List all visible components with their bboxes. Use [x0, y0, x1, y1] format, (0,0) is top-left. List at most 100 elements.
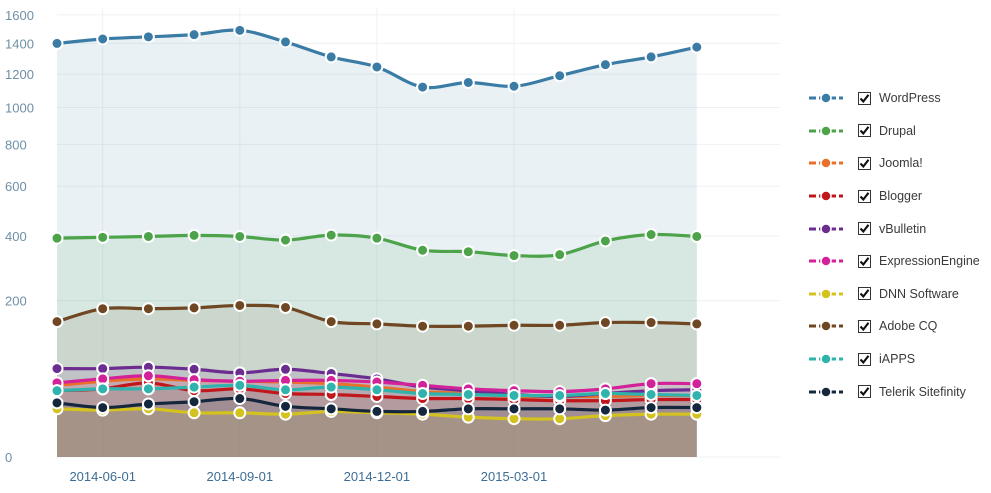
- data-point-drupal[interactable]: [279, 233, 292, 247]
- data-point-telerik-sitefinity[interactable]: [461, 402, 475, 416]
- data-point-vbulletin[interactable]: [50, 362, 64, 376]
- data-point-iapps[interactable]: [690, 388, 704, 402]
- data-point-wordpress[interactable]: [553, 69, 567, 83]
- legend-checkbox[interactable]: [858, 254, 871, 268]
- data-point-vbulletin[interactable]: [187, 362, 201, 376]
- data-point-wordpress[interactable]: [370, 60, 384, 74]
- data-point-drupal[interactable]: [187, 228, 201, 242]
- data-point-telerik-sitefinity[interactable]: [416, 404, 430, 418]
- legend-item-vbulletin[interactable]: vBulletin: [808, 212, 988, 245]
- data-point-drupal[interactable]: [690, 229, 704, 243]
- legend-checkbox[interactable]: [858, 124, 871, 138]
- data-point-drupal[interactable]: [416, 243, 430, 257]
- data-point-dnn-software[interactable]: [187, 406, 201, 420]
- data-point-iapps[interactable]: [233, 378, 247, 392]
- data-point-adobe-cq[interactable]: [416, 319, 430, 333]
- data-point-telerik-sitefinity[interactable]: [279, 399, 292, 413]
- data-point-iapps[interactable]: [370, 383, 384, 397]
- data-point-adobe-cq[interactable]: [141, 302, 155, 316]
- data-point-adobe-cq[interactable]: [233, 298, 247, 312]
- legend-item-expressionengine[interactable]: ExpressionEngine: [808, 245, 988, 278]
- legend-item-wordpress[interactable]: WordPress: [808, 82, 988, 115]
- data-point-telerik-sitefinity[interactable]: [553, 402, 567, 416]
- data-point-wordpress[interactable]: [598, 58, 612, 72]
- data-point-iapps[interactable]: [461, 387, 475, 401]
- data-point-wordpress[interactable]: [96, 32, 110, 46]
- data-point-iapps[interactable]: [96, 382, 110, 396]
- data-point-adobe-cq[interactable]: [370, 317, 384, 331]
- data-point-iapps[interactable]: [644, 387, 658, 401]
- data-point-wordpress[interactable]: [690, 40, 704, 54]
- data-point-drupal[interactable]: [553, 248, 567, 262]
- data-point-adobe-cq[interactable]: [96, 302, 110, 316]
- legend-checkbox[interactable]: [858, 156, 871, 170]
- data-point-telerik-sitefinity[interactable]: [598, 403, 612, 417]
- data-point-telerik-sitefinity[interactable]: [233, 392, 247, 406]
- data-point-wordpress[interactable]: [416, 80, 430, 94]
- data-point-wordpress[interactable]: [187, 28, 201, 42]
- data-point-vbulletin[interactable]: [279, 362, 292, 376]
- data-point-drupal[interactable]: [370, 231, 384, 245]
- data-point-telerik-sitefinity[interactable]: [507, 402, 521, 416]
- data-point-iapps[interactable]: [553, 388, 567, 402]
- data-point-adobe-cq[interactable]: [324, 315, 338, 329]
- data-point-iapps[interactable]: [507, 388, 521, 402]
- data-point-iapps[interactable]: [187, 380, 201, 394]
- data-point-wordpress[interactable]: [141, 30, 155, 44]
- data-point-telerik-sitefinity[interactable]: [370, 404, 384, 418]
- data-point-dnn-software[interactable]: [233, 406, 247, 420]
- legend-checkbox[interactable]: [858, 385, 871, 399]
- data-point-adobe-cq[interactable]: [50, 315, 64, 329]
- legend-checkbox[interactable]: [858, 189, 871, 203]
- data-point-iapps[interactable]: [141, 382, 155, 396]
- data-point-telerik-sitefinity[interactable]: [690, 401, 704, 415]
- legend-item-dnn-software[interactable]: DNN Software: [808, 278, 988, 311]
- data-point-adobe-cq[interactable]: [279, 300, 292, 314]
- data-point-adobe-cq[interactable]: [690, 317, 704, 331]
- data-point-telerik-sitefinity[interactable]: [324, 402, 338, 416]
- data-point-telerik-sitefinity[interactable]: [50, 396, 64, 410]
- data-point-expressionengine[interactable]: [141, 369, 155, 383]
- legend-item-joomla-[interactable]: Joomla!: [808, 147, 988, 180]
- legend-item-drupal[interactable]: Drupal: [808, 115, 988, 148]
- data-point-wordpress[interactable]: [507, 79, 521, 93]
- legend-item-telerik-sitefinity[interactable]: Telerik Sitefinity: [808, 375, 988, 408]
- data-point-drupal[interactable]: [141, 229, 155, 243]
- legend-item-iapps[interactable]: iAPPS: [808, 343, 988, 376]
- data-point-telerik-sitefinity[interactable]: [96, 401, 110, 415]
- legend-checkbox[interactable]: [858, 287, 871, 301]
- legend-checkbox[interactable]: [858, 352, 871, 366]
- data-point-drupal[interactable]: [644, 228, 658, 242]
- data-point-iapps[interactable]: [50, 384, 64, 398]
- data-point-adobe-cq[interactable]: [187, 301, 201, 315]
- legend-checkbox[interactable]: [858, 319, 871, 333]
- data-point-telerik-sitefinity[interactable]: [141, 397, 155, 411]
- data-point-drupal[interactable]: [461, 245, 475, 259]
- data-point-telerik-sitefinity[interactable]: [187, 395, 201, 409]
- data-point-wordpress[interactable]: [461, 75, 475, 89]
- data-point-drupal[interactable]: [598, 234, 612, 248]
- data-point-drupal[interactable]: [233, 229, 247, 243]
- data-point-expressionengine[interactable]: [644, 377, 658, 391]
- data-point-iapps[interactable]: [416, 387, 430, 401]
- legend-checkbox[interactable]: [858, 91, 871, 105]
- data-point-telerik-sitefinity[interactable]: [644, 401, 658, 415]
- data-point-wordpress[interactable]: [644, 50, 658, 64]
- data-point-drupal[interactable]: [507, 249, 521, 263]
- data-point-drupal[interactable]: [324, 228, 338, 242]
- data-point-adobe-cq[interactable]: [644, 316, 658, 330]
- data-point-wordpress[interactable]: [324, 50, 338, 64]
- legend-item-adobe-cq[interactable]: Adobe CQ: [808, 310, 988, 343]
- data-point-iapps[interactable]: [279, 383, 292, 397]
- data-point-adobe-cq[interactable]: [461, 319, 475, 333]
- data-point-drupal[interactable]: [96, 230, 110, 244]
- legend-item-blogger[interactable]: Blogger: [808, 180, 988, 213]
- data-point-wordpress[interactable]: [233, 23, 247, 37]
- data-point-adobe-cq[interactable]: [598, 316, 612, 330]
- data-point-adobe-cq[interactable]: [507, 318, 521, 332]
- data-point-expressionengine[interactable]: [690, 377, 704, 391]
- data-point-wordpress[interactable]: [279, 35, 292, 49]
- legend-checkbox[interactable]: [858, 222, 871, 236]
- data-point-drupal[interactable]: [50, 231, 64, 245]
- data-point-wordpress[interactable]: [50, 36, 64, 50]
